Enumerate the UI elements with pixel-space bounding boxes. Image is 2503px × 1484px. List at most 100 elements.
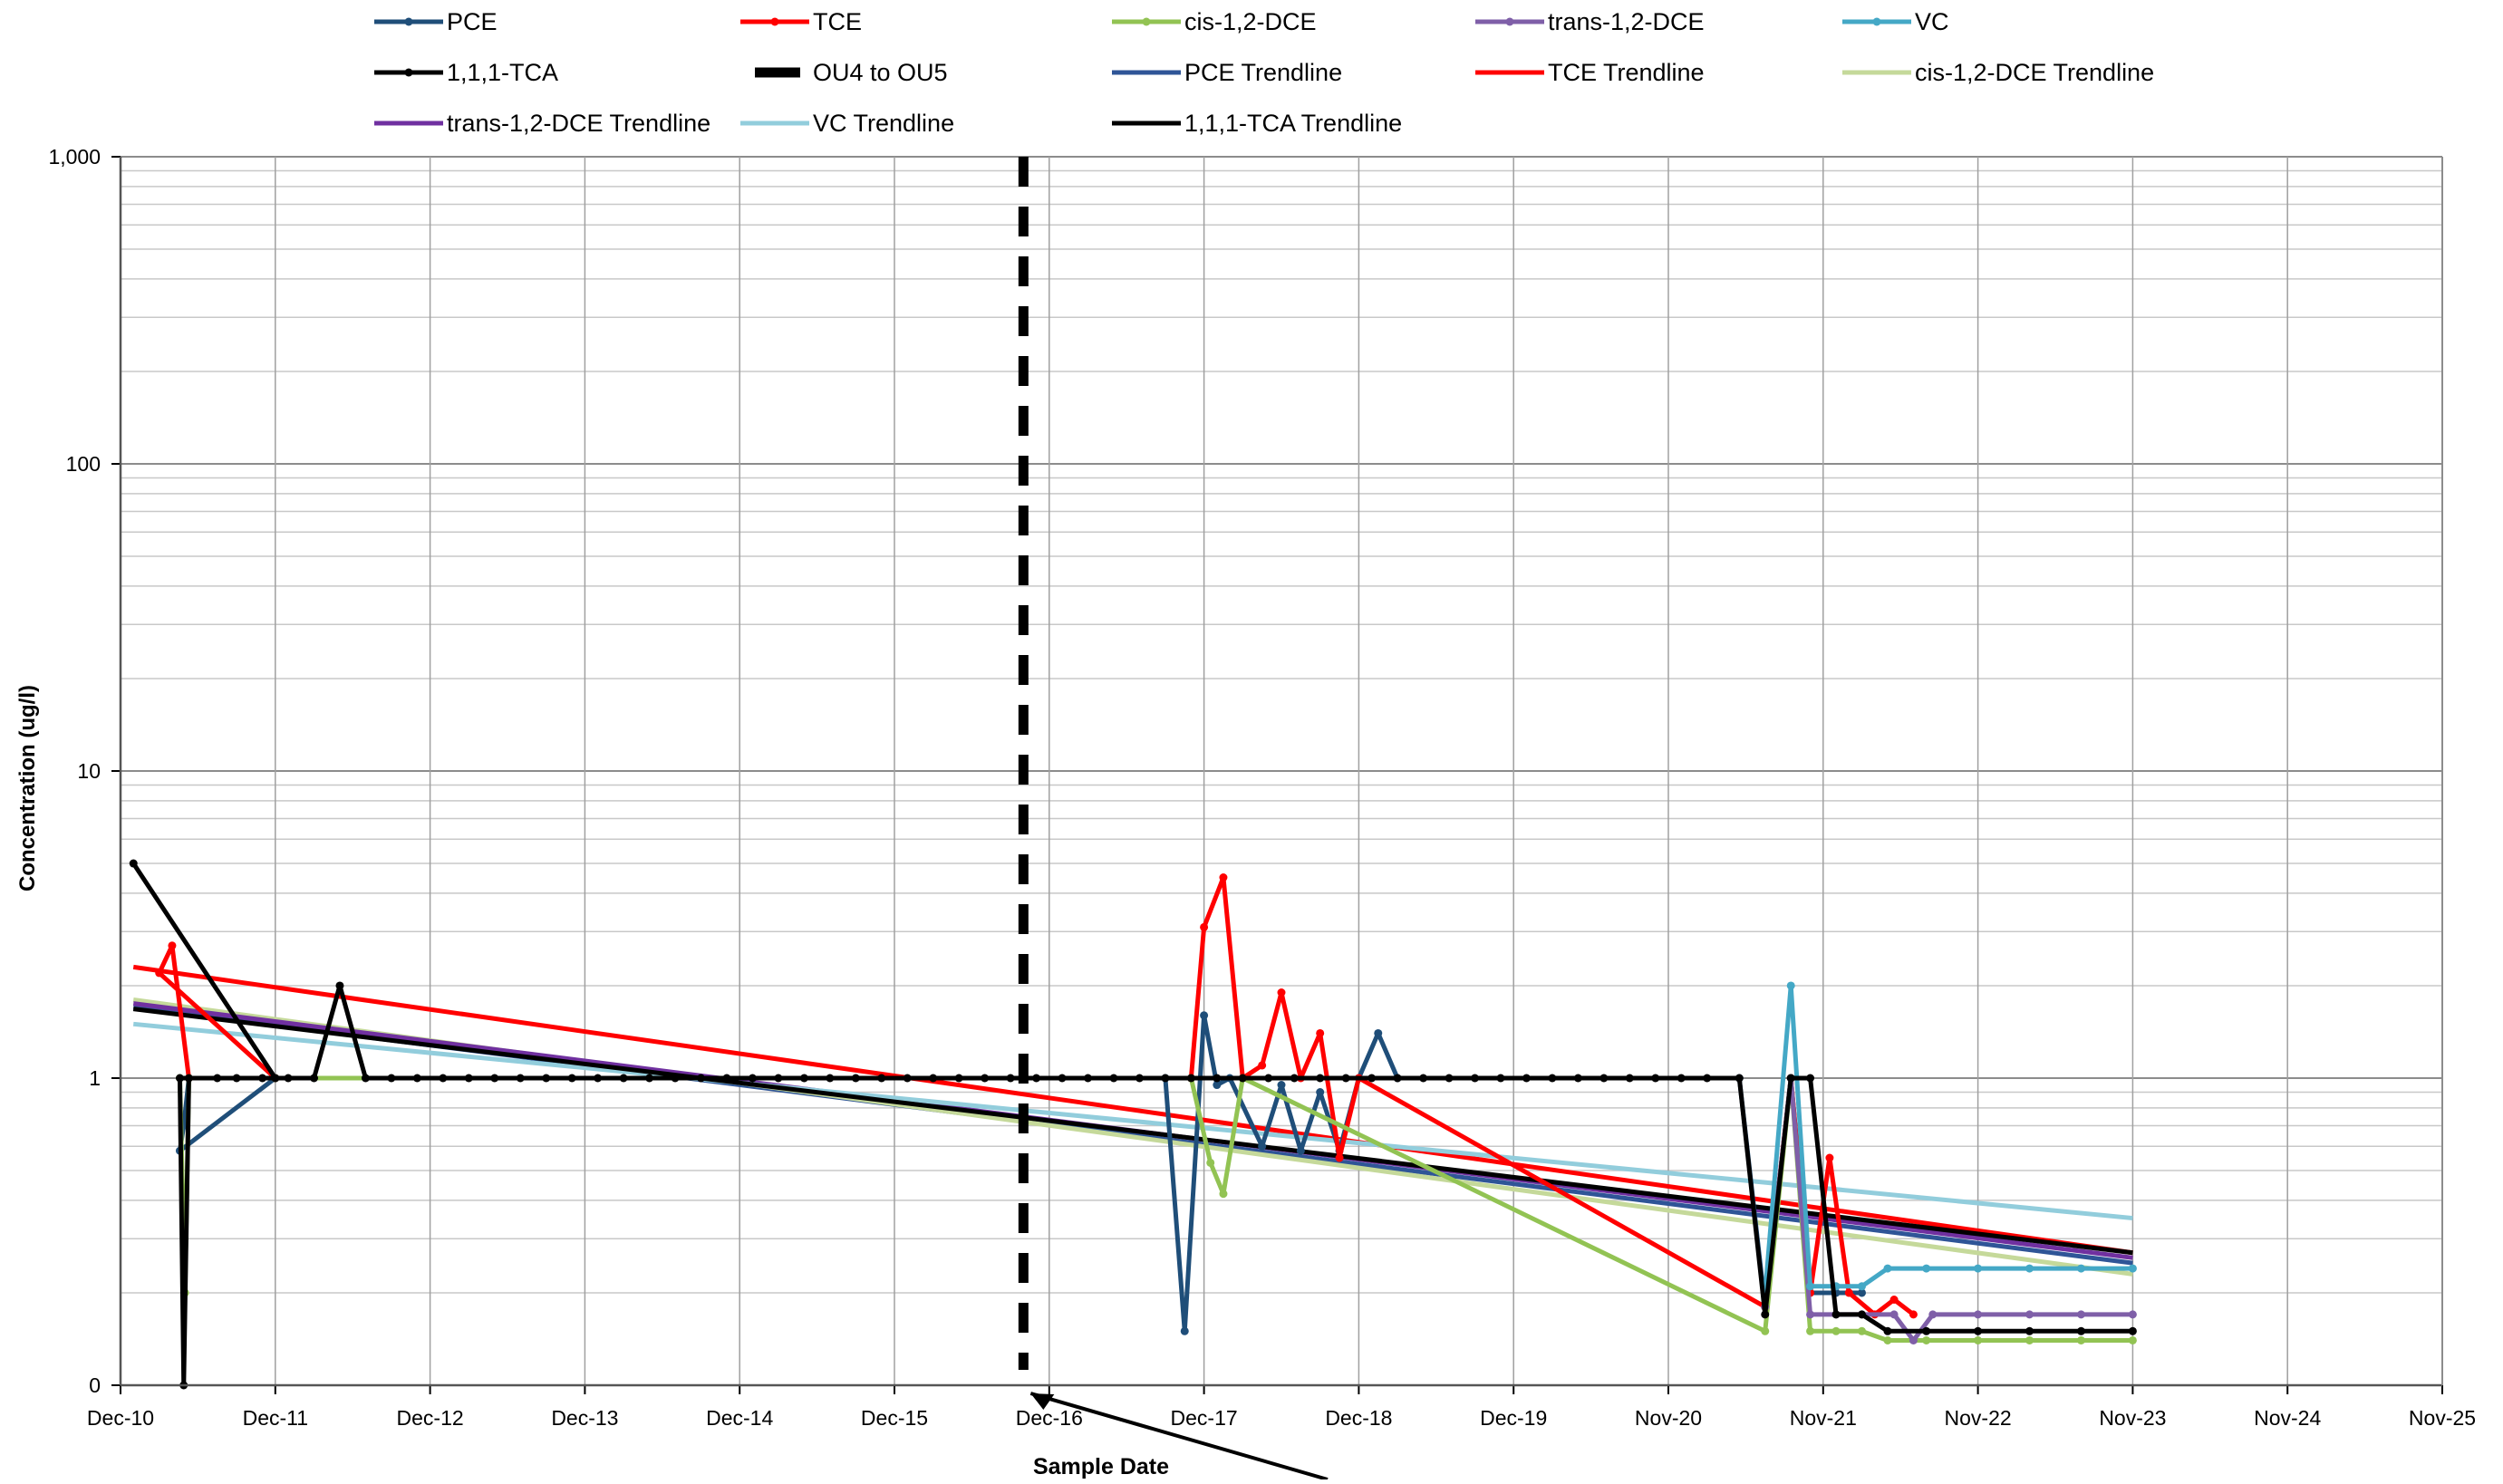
data-point bbox=[516, 1074, 525, 1083]
legend-marker bbox=[770, 17, 779, 26]
legend-item: cis-1,2-DCE Trendline bbox=[1842, 59, 2154, 86]
data-point bbox=[310, 1074, 318, 1083]
data-point bbox=[1883, 1335, 1892, 1344]
legend-label: OU4 to OU5 bbox=[813, 59, 948, 86]
data-point bbox=[1625, 1074, 1634, 1083]
legend: PCE TCE cis-1,2-DCE trans-1,2-DCE VC 1,1,1-TC… bbox=[374, 8, 2154, 137]
data-point bbox=[1974, 1310, 1983, 1319]
data-point bbox=[1825, 1153, 1834, 1162]
data-point bbox=[2128, 1326, 2137, 1335]
x-tick-label: Nov-23 bbox=[2099, 1406, 2166, 1430]
x-axis-label: Sample Date bbox=[1033, 1454, 1169, 1479]
data-point bbox=[2076, 1264, 2085, 1273]
data-point bbox=[1831, 1326, 1841, 1335]
data-point bbox=[1084, 1074, 1092, 1083]
data-point bbox=[1858, 1282, 1866, 1291]
data-point bbox=[1761, 1326, 1770, 1335]
data-point bbox=[1161, 1074, 1170, 1083]
data-point bbox=[1703, 1074, 1712, 1083]
data-point bbox=[129, 859, 138, 868]
legend-item: PCE Trendline bbox=[1112, 59, 1342, 86]
x-tick-label: Dec-17 bbox=[1171, 1406, 1238, 1430]
data-point bbox=[2025, 1335, 2034, 1344]
legend-item: 1,1,1-TCA Trendline bbox=[1112, 110, 1402, 137]
trendline bbox=[132, 964, 2133, 1256]
data-point bbox=[1213, 1081, 1222, 1090]
legend-label: PCE Trendline bbox=[1184, 59, 1342, 86]
annotation-arrow-line bbox=[1029, 1392, 1329, 1481]
x-tick-label: Nov-24 bbox=[2254, 1406, 2321, 1430]
data-point bbox=[1367, 1074, 1377, 1083]
data-point bbox=[1219, 1190, 1228, 1199]
data-point bbox=[1786, 981, 1795, 990]
data-point bbox=[213, 1074, 222, 1083]
data-point bbox=[903, 1074, 912, 1083]
y-tick-label: 100 bbox=[66, 452, 101, 476]
legend-item: VC bbox=[1842, 8, 1949, 35]
data-point bbox=[1006, 1074, 1015, 1083]
legend-label: cis-1,2-DCE bbox=[1184, 8, 1317, 35]
x-tick-label: Dec-15 bbox=[861, 1406, 928, 1430]
data-point bbox=[1858, 1310, 1866, 1319]
data-point bbox=[826, 1074, 835, 1083]
series-line bbox=[1763, 1075, 2133, 1343]
legend-item: trans-1,2-DCE bbox=[1475, 8, 1705, 35]
data-point bbox=[2128, 1264, 2137, 1273]
data-point bbox=[284, 1074, 293, 1083]
data-point bbox=[1471, 1074, 1479, 1083]
data-point bbox=[722, 1074, 731, 1083]
data-point bbox=[1186, 1074, 1195, 1083]
data-point bbox=[439, 1074, 448, 1083]
legend-marker bbox=[1872, 17, 1881, 26]
data-point bbox=[175, 1074, 184, 1083]
data-point bbox=[1974, 1326, 1983, 1335]
data-point bbox=[1573, 1074, 1582, 1083]
data-point bbox=[1889, 1310, 1899, 1319]
grid bbox=[120, 156, 2443, 1386]
data-point bbox=[774, 1074, 783, 1083]
data-point bbox=[671, 1074, 680, 1083]
x-tick-label: Dec-16 bbox=[1016, 1406, 1083, 1430]
y-tick-label: 1,000 bbox=[48, 145, 101, 169]
data-point bbox=[748, 1074, 757, 1083]
legend-item: cis-1,2-DCE bbox=[1112, 8, 1317, 35]
data-point bbox=[1219, 873, 1228, 882]
data-point bbox=[1277, 988, 1286, 997]
data-point bbox=[645, 1074, 654, 1083]
data-point bbox=[155, 968, 164, 978]
data-point bbox=[1238, 1074, 1247, 1083]
data-point bbox=[1180, 1326, 1189, 1335]
y-tick-label: 0 bbox=[89, 1373, 101, 1397]
data-point bbox=[1200, 1011, 1209, 1020]
data-point bbox=[1677, 1074, 1686, 1083]
data-point bbox=[1806, 1326, 1815, 1335]
series bbox=[129, 859, 2137, 1390]
data-point bbox=[1296, 1146, 1305, 1155]
legend-item: TCE bbox=[740, 8, 862, 35]
data-point bbox=[954, 1074, 963, 1083]
x-tick-label: Nov-25 bbox=[2409, 1406, 2476, 1430]
x-tick-label: Dec-14 bbox=[706, 1406, 773, 1430]
y-tick-label: 10 bbox=[77, 759, 101, 783]
data-point bbox=[1316, 1074, 1325, 1083]
x-tick-label: Dec-18 bbox=[1325, 1406, 1392, 1430]
x-tick-label: Dec-11 bbox=[243, 1406, 308, 1430]
x-tick-label: Nov-21 bbox=[1790, 1406, 1857, 1430]
legend-marker bbox=[404, 17, 413, 26]
data-point bbox=[387, 1074, 396, 1083]
data-point bbox=[1909, 1310, 1918, 1319]
data-point bbox=[1761, 1310, 1770, 1319]
data-point bbox=[799, 1074, 808, 1083]
data-point bbox=[1883, 1326, 1892, 1335]
legend-label: TCE bbox=[813, 8, 862, 35]
data-point bbox=[1032, 1074, 1041, 1083]
data-point bbox=[361, 1074, 370, 1083]
data-point bbox=[1206, 1158, 1215, 1167]
data-point bbox=[2076, 1326, 2085, 1335]
data-point bbox=[1889, 1296, 1899, 1305]
data-point bbox=[1200, 922, 1209, 931]
data-point bbox=[1858, 1288, 1866, 1297]
data-point bbox=[1858, 1326, 1866, 1335]
data-point bbox=[1316, 1028, 1325, 1037]
